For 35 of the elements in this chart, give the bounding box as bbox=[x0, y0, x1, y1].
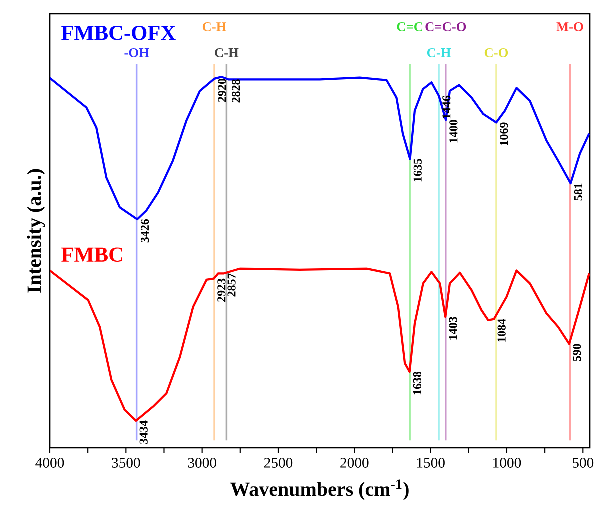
x-tick-label: 3000 bbox=[188, 458, 216, 468]
x-tick-label: 2500 bbox=[264, 458, 293, 468]
x-axis-title: Wavenumbers (cm$^{-1}$) bbox=[230, 480, 409, 500]
x-tick-label: 1500 bbox=[417, 458, 445, 468]
ref-line-label: C=C bbox=[397, 22, 423, 32]
x-tick-label: 3500 bbox=[112, 458, 140, 468]
ref-line-label: M-O bbox=[556, 22, 584, 32]
annotation: 1635 bbox=[414, 159, 422, 182]
ref-line-label: C-H bbox=[202, 22, 227, 32]
annotation: 2923 bbox=[218, 278, 226, 302]
ref-line-label: C-O bbox=[484, 48, 508, 58]
x-tick-label: 4000 bbox=[36, 458, 64, 468]
annotation: 1084 bbox=[498, 319, 506, 342]
ref-line-label: C-H bbox=[427, 48, 452, 58]
x-tick-label: 1000 bbox=[494, 458, 522, 468]
annotation: 581 bbox=[574, 184, 583, 201]
series-label: FMBC-OFX bbox=[62, 26, 176, 40]
annotation: 1403 bbox=[449, 317, 458, 340]
series-label: FMBC bbox=[62, 248, 122, 262]
ref-line-label: C-H bbox=[215, 48, 239, 58]
annotation: 3434 bbox=[140, 420, 148, 444]
annotation: 1069 bbox=[500, 122, 508, 146]
annotation: 1638 bbox=[413, 372, 422, 395]
annotation: 1446 bbox=[442, 96, 451, 119]
annotation: 2828 bbox=[232, 80, 240, 103]
annotation: 1400 bbox=[450, 120, 458, 143]
x-tick-label: 500 bbox=[573, 458, 594, 468]
annotation: 3426 bbox=[141, 219, 150, 243]
y-axis-title: Intensity (a.u.) bbox=[27, 169, 46, 293]
annotation: 2857 bbox=[228, 274, 236, 297]
annotation: 590 bbox=[573, 344, 582, 362]
ref-line-label: -OH bbox=[124, 48, 150, 58]
annotation: 2920 bbox=[218, 78, 226, 102]
ref-line-label: C=C-O bbox=[426, 22, 466, 32]
x-tick-label: 2000 bbox=[340, 458, 369, 468]
